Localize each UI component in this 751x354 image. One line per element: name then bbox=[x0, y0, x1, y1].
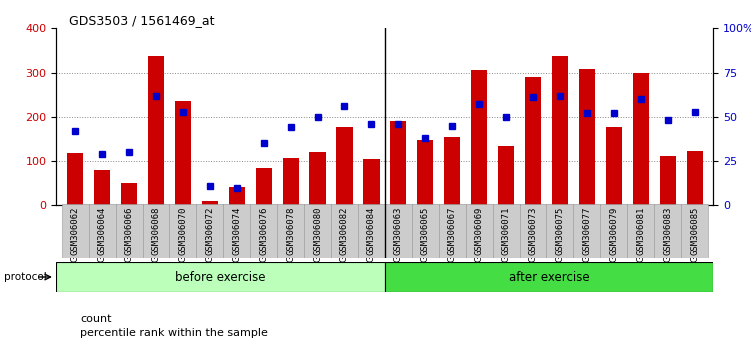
Text: percentile rank within the sample: percentile rank within the sample bbox=[80, 328, 268, 338]
Bar bbox=[606, 127, 622, 205]
Bar bbox=[56, 262, 385, 292]
Text: after exercise: after exercise bbox=[509, 270, 590, 284]
Text: GSM306071: GSM306071 bbox=[502, 206, 511, 255]
Bar bbox=[336, 127, 352, 205]
Text: GSM306066: GSM306066 bbox=[125, 206, 134, 255]
Bar bbox=[444, 137, 460, 205]
Bar bbox=[681, 204, 708, 258]
Text: GSM306072: GSM306072 bbox=[205, 206, 214, 255]
Bar bbox=[116, 204, 143, 258]
Text: GSM306067: GSM306067 bbox=[448, 206, 457, 255]
Bar bbox=[363, 159, 379, 205]
Bar bbox=[600, 204, 627, 258]
Bar bbox=[632, 73, 649, 205]
Bar bbox=[498, 147, 514, 205]
Text: GSM306064: GSM306064 bbox=[98, 206, 107, 255]
Bar bbox=[94, 170, 110, 205]
Bar bbox=[309, 152, 326, 205]
Text: GSM306085: GSM306085 bbox=[690, 206, 699, 255]
Bar bbox=[654, 204, 681, 258]
Text: GDS3503 / 1561469_at: GDS3503 / 1561469_at bbox=[70, 14, 215, 27]
Bar bbox=[552, 56, 568, 205]
Bar bbox=[358, 204, 385, 258]
Bar bbox=[525, 77, 541, 205]
Text: GSM306069: GSM306069 bbox=[475, 206, 484, 255]
Bar bbox=[385, 262, 713, 292]
Text: GSM306068: GSM306068 bbox=[152, 206, 161, 255]
Text: GSM306077: GSM306077 bbox=[582, 206, 591, 255]
Bar bbox=[574, 204, 600, 258]
Bar bbox=[250, 204, 277, 258]
Text: GSM306063: GSM306063 bbox=[394, 206, 403, 255]
Text: GSM306081: GSM306081 bbox=[636, 206, 645, 255]
Bar bbox=[418, 140, 433, 205]
Text: GSM306062: GSM306062 bbox=[71, 206, 80, 255]
Bar bbox=[62, 204, 89, 258]
Bar bbox=[67, 153, 83, 205]
Bar bbox=[170, 204, 196, 258]
Text: count: count bbox=[80, 314, 112, 324]
Text: GSM306070: GSM306070 bbox=[179, 206, 188, 255]
Bar bbox=[255, 168, 272, 205]
Text: before exercise: before exercise bbox=[175, 270, 266, 284]
Bar bbox=[439, 204, 466, 258]
Bar bbox=[196, 204, 223, 258]
Bar bbox=[466, 204, 493, 258]
Text: GSM306075: GSM306075 bbox=[556, 206, 565, 255]
Bar bbox=[547, 204, 574, 258]
Bar bbox=[304, 204, 331, 258]
Bar bbox=[627, 204, 654, 258]
Text: GSM306084: GSM306084 bbox=[367, 206, 376, 255]
Text: GSM306079: GSM306079 bbox=[609, 206, 618, 255]
Text: GSM306080: GSM306080 bbox=[313, 206, 322, 255]
Bar bbox=[89, 204, 116, 258]
Bar bbox=[282, 158, 299, 205]
Bar bbox=[175, 101, 191, 205]
Text: GSM306082: GSM306082 bbox=[340, 206, 349, 255]
Bar bbox=[148, 56, 164, 205]
Bar bbox=[121, 183, 137, 205]
Bar bbox=[391, 121, 406, 205]
Bar bbox=[686, 151, 703, 205]
Bar bbox=[471, 70, 487, 205]
Bar bbox=[493, 204, 520, 258]
Text: GSM306083: GSM306083 bbox=[663, 206, 672, 255]
Bar bbox=[202, 201, 218, 205]
Bar bbox=[520, 204, 547, 258]
Bar bbox=[223, 204, 250, 258]
Text: GSM306065: GSM306065 bbox=[421, 206, 430, 255]
Bar bbox=[277, 204, 304, 258]
Bar bbox=[385, 204, 412, 258]
Bar bbox=[579, 69, 595, 205]
Text: protocol: protocol bbox=[4, 272, 47, 282]
Bar bbox=[143, 204, 170, 258]
Text: GSM306076: GSM306076 bbox=[259, 206, 268, 255]
Bar bbox=[229, 187, 245, 205]
Bar bbox=[412, 204, 439, 258]
Text: GSM306073: GSM306073 bbox=[529, 206, 538, 255]
Bar bbox=[331, 204, 358, 258]
Text: GSM306074: GSM306074 bbox=[232, 206, 241, 255]
Bar bbox=[659, 156, 676, 205]
Text: GSM306078: GSM306078 bbox=[286, 206, 295, 255]
